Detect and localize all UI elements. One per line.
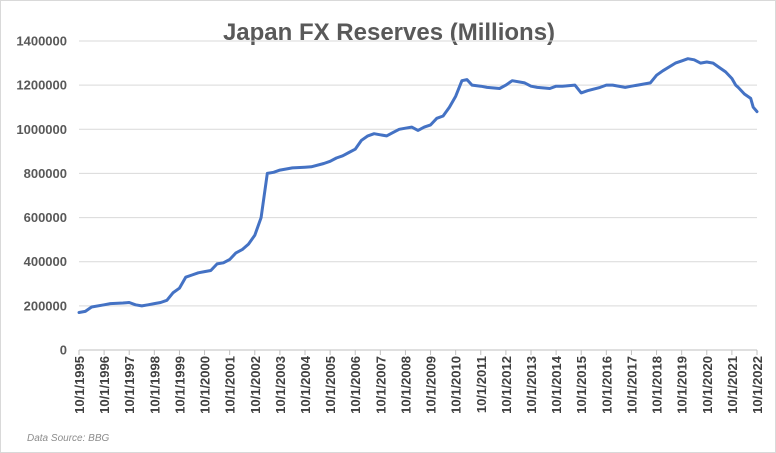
data-source-note: Data Source: BBG: [27, 433, 110, 444]
y-tick-label-1400000: 1400000: [16, 34, 67, 49]
x-tick-label-10-1-1999: 10/1/1999: [172, 356, 187, 414]
x-tick-label-10-1-1996: 10/1/1996: [97, 356, 112, 414]
x-axis: 10/1/1995 10/1/1996 10/1/1997 10/1/1998 10/1…: [72, 349, 765, 414]
x-tick-label-10-1-2017: 10/1/2017: [624, 356, 639, 414]
x-tick-label-10-1-2011: 10/1/2011: [474, 356, 489, 413]
x-tick-label-10-1-2014: 10/1/2014: [549, 355, 564, 414]
x-tick-label-10-1-1997: 10/1/1997: [122, 356, 137, 414]
x-tick-label-10-1-2010: 10/1/2010: [449, 356, 464, 414]
x-tick-label-10-1-2020: 10/1/2020: [700, 356, 715, 414]
x-tick-label-10-1-2021: 10/1/2021: [725, 356, 740, 414]
y-tick-label-400000: 400000: [24, 254, 67, 269]
y-tick-label-200000: 200000: [24, 298, 67, 313]
y-tick-label-0: 0: [60, 343, 67, 358]
x-tick-label-10-1-2019: 10/1/2019: [675, 356, 690, 414]
x-tick-label-10-1-2009: 10/1/2009: [424, 356, 439, 414]
y-axis: 0 200000 400000 600000 800000 1000000 1200000 1…: [16, 34, 67, 358]
x-tick-label-10-1-1995: 10/1/1995: [72, 356, 87, 414]
x-tick-label-10-1-2018: 10/1/2018: [650, 356, 665, 414]
x-tick-label-10-1-2005: 10/1/2005: [323, 356, 338, 414]
series-group: [77, 57, 759, 314]
x-tick-label-10-1-2016: 10/1/2016: [599, 356, 614, 414]
x-tick-label-10-1-2000: 10/1/2000: [198, 356, 213, 414]
x-tick-label-10-1-2002: 10/1/2002: [248, 356, 263, 414]
x-tick-label-10-1-2004: 10/1/2004: [298, 355, 313, 414]
x-tick-label-10-1-2006: 10/1/2006: [348, 356, 363, 414]
x-tick-label-10-1-2008: 10/1/2008: [398, 356, 413, 414]
x-tick-label-10-1-2001: 10/1/2001: [223, 356, 238, 414]
gridlines: [79, 40, 757, 307]
y-tick-label-600000: 600000: [24, 210, 67, 225]
x-tick-label-10-1-2015: 10/1/2015: [574, 356, 589, 414]
x-tick-label-10-1-2007: 10/1/2007: [373, 356, 388, 414]
x-tick-label-10-1-2003: 10/1/2003: [273, 356, 288, 414]
x-tick-label-10-1-2013: 10/1/2013: [524, 356, 539, 414]
y-tick-label-1000000: 1000000: [16, 122, 67, 137]
y-tick-label-800000: 800000: [24, 166, 67, 181]
y-tick-label-1200000: 1200000: [16, 78, 67, 93]
series-line-0: [77, 57, 759, 314]
x-tick-label-10-1-2022: 10/1/2022: [750, 356, 765, 414]
x-tick-label-10-1-1998: 10/1/1998: [147, 356, 162, 414]
x-tick-label-10-1-2012: 10/1/2012: [499, 356, 514, 414]
